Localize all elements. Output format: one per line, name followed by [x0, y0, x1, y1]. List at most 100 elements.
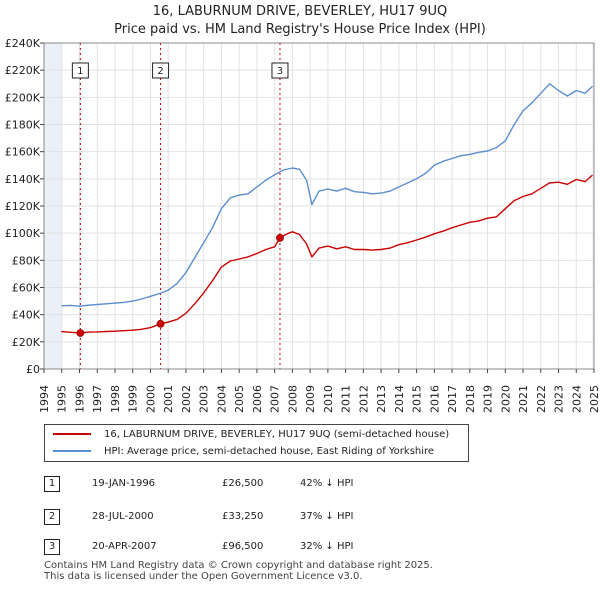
x-tick-label: 2011 — [340, 385, 353, 413]
x-tick-label: 2012 — [357, 385, 370, 413]
hpi-point — [311, 204, 313, 206]
row-date: 20-APR-2007 — [92, 541, 157, 552]
property-point — [513, 200, 515, 202]
hpi-point — [398, 186, 400, 188]
x-tick-label: 1999 — [127, 385, 140, 413]
property-point — [540, 187, 542, 189]
property-point — [61, 331, 63, 333]
property-point — [362, 248, 364, 251]
transaction-point-2 — [156, 319, 165, 328]
property-point — [504, 208, 506, 210]
property-point — [167, 321, 169, 323]
property-point — [345, 246, 347, 248]
hpi-point — [389, 190, 391, 192]
row-hpi-diff: 32% ↓ HPI — [300, 541, 354, 552]
property-point — [566, 183, 569, 185]
hpi-point — [513, 123, 515, 126]
x-tick-label: 2022 — [535, 385, 548, 413]
property-point — [247, 256, 249, 258]
transaction-label-box-3 — [271, 62, 289, 79]
y-tick-label: £160K — [5, 146, 41, 159]
property-point — [105, 330, 107, 333]
row-date: 19-JAN-1996 — [92, 478, 156, 489]
y-tick-label: £40K — [12, 309, 41, 322]
y-tick-label: £140K — [5, 173, 41, 186]
hpi-point — [176, 282, 178, 284]
hpi-point — [149, 295, 152, 297]
hpi-point — [584, 92, 586, 94]
legend-swatch-property — [53, 433, 91, 435]
property-point — [114, 330, 116, 332]
chart-title: 16, LABURNUM DRIVE, BEVERLEY, HU17 9UQ P… — [0, 3, 600, 39]
x-tick-label: 2016 — [428, 385, 441, 413]
x-tick-label: 1996 — [73, 385, 86, 413]
x-tick-label: 2021 — [517, 385, 530, 413]
property-point — [416, 239, 418, 241]
hpi-point — [298, 168, 301, 170]
footer: Contains HM Land Registry data © Crown c… — [44, 560, 433, 582]
transaction-label-box-1 — [71, 62, 89, 79]
hpi-point — [229, 197, 231, 199]
legend-item-hpi: HPI: Average price, semi-detached house,… — [53, 444, 434, 460]
hpi-point — [274, 174, 276, 176]
x-tick-label: 2013 — [375, 385, 388, 413]
row-price: £26,500 — [222, 478, 264, 489]
hpi-point — [70, 304, 72, 306]
property-point — [123, 330, 125, 332]
hpi-point — [132, 300, 134, 302]
property-point — [380, 248, 382, 251]
hpi-point — [167, 289, 169, 291]
property-point — [478, 220, 480, 222]
hpi-point — [478, 151, 480, 153]
hpi-point — [318, 190, 320, 192]
row-number-badge: 1 — [44, 476, 60, 492]
y-tick-label: £0 — [26, 363, 40, 376]
x-tick-label: 2010 — [322, 385, 335, 413]
property-point — [220, 266, 222, 268]
y-tick-label: £180K — [5, 119, 41, 132]
property-point — [96, 331, 98, 333]
property-point — [495, 216, 497, 218]
x-tick-label: 2003 — [198, 385, 211, 413]
x-tick-label: 2020 — [499, 385, 512, 413]
hpi-point — [158, 293, 160, 295]
title-line-2: Price paid vs. HM Land Registry's House … — [114, 22, 486, 37]
hpi-point — [327, 188, 329, 190]
hpi-point — [486, 150, 489, 152]
x-tick-label: 1994 — [38, 385, 51, 413]
property-point — [486, 217, 489, 219]
footer-line-1: Contains HM Land Registry data © Crown c… — [44, 560, 433, 571]
y-tick-label: £220K — [5, 64, 41, 77]
property-point — [256, 252, 258, 255]
x-tick-label: 2006 — [251, 385, 264, 413]
x-tick-label: 2015 — [411, 385, 424, 413]
property-point — [149, 327, 152, 329]
property-point — [584, 181, 586, 183]
x-tick-label: 2025 — [588, 385, 600, 413]
x-tick-label: 1995 — [56, 385, 69, 413]
transaction-label-1: 1 — [77, 66, 83, 77]
transaction-label-3: 3 — [277, 66, 283, 77]
x-tick-label: 2002 — [180, 385, 193, 413]
property-point — [557, 181, 560, 183]
row-number-badge: 3 — [44, 539, 60, 555]
property-point — [424, 236, 427, 238]
property-point — [70, 331, 72, 333]
hpi-point — [540, 92, 542, 94]
hpi-point — [451, 157, 453, 160]
x-tick-label: 2009 — [304, 385, 317, 413]
price-chart: 1 2 3 £0 £20K £40K £60K £80K £100K £120K £140K £16… — [5, 37, 600, 413]
x-tick-label: 2014 — [393, 385, 406, 413]
hpi-point — [424, 172, 427, 174]
property-point — [306, 243, 308, 245]
property-point — [265, 248, 267, 251]
hpi-point — [495, 147, 497, 149]
property-point — [176, 318, 178, 320]
property-point — [531, 193, 533, 195]
hpi-point — [194, 257, 196, 259]
table-row: 2 28-JUL-2000 £33,250 37% ↓ HPI — [44, 507, 584, 529]
hpi-point — [87, 304, 89, 306]
property-point — [194, 303, 196, 305]
hpi-point — [566, 95, 569, 97]
property-point — [327, 245, 329, 247]
